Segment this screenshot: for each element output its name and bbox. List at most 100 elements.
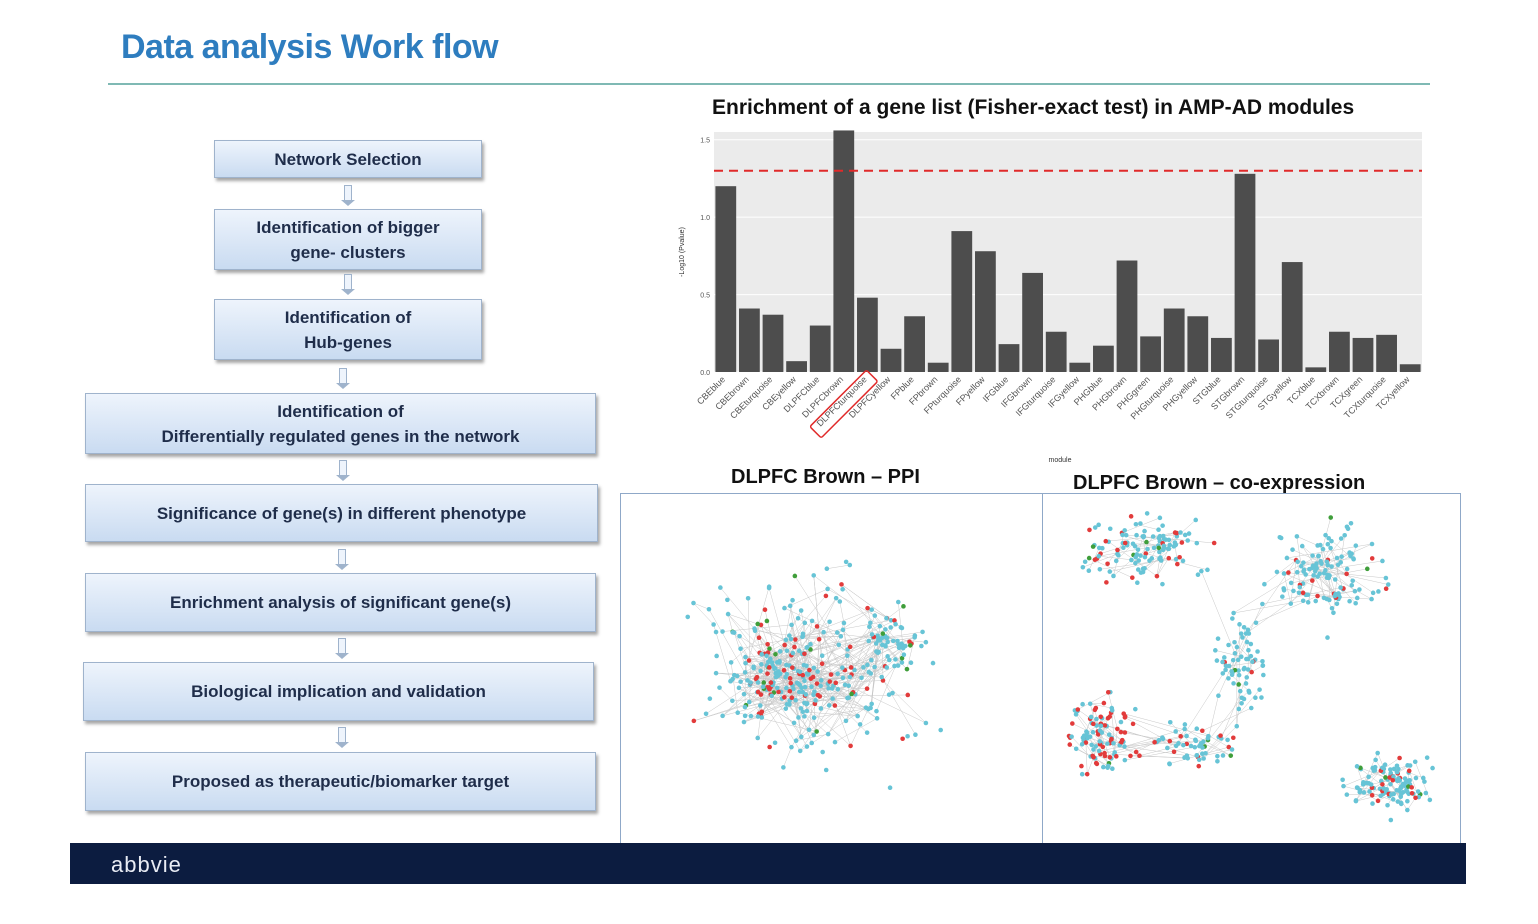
network-edge: [1145, 553, 1208, 571]
bar: [1305, 367, 1327, 372]
network-node: [1328, 545, 1333, 551]
network-node: [1353, 543, 1359, 548]
network-node: [1130, 575, 1135, 580]
network-node: [748, 713, 754, 719]
network-edge: [768, 587, 785, 646]
network-node: [725, 597, 730, 603]
network-node: [1223, 663, 1229, 669]
network-edge: [847, 636, 875, 699]
network-edge: [1134, 532, 1176, 547]
network-node: [1166, 555, 1172, 561]
network-edge: [1142, 548, 1169, 569]
network-node: [823, 593, 829, 599]
network-node: [769, 660, 775, 665]
network-node: [787, 688, 793, 694]
bar: [1376, 334, 1397, 372]
network-node: [788, 636, 794, 642]
network-node: [1215, 758, 1220, 764]
network-node: [1305, 600, 1311, 605]
network-node: [1105, 561, 1110, 567]
network-node: [703, 711, 709, 717]
network-node: [1241, 624, 1247, 630]
network-edge: [737, 675, 785, 698]
network-node: [1103, 538, 1109, 544]
network-node: [1288, 601, 1294, 606]
workflow-step-biological-validation: Biological implication and validation: [83, 662, 594, 721]
network-node: [1398, 800, 1404, 806]
network-node: [1173, 542, 1179, 547]
y-tick-label: 0.0: [700, 370, 710, 377]
network-node: [1347, 598, 1352, 604]
network-node: [899, 660, 905, 665]
network-node: [859, 675, 864, 681]
network-node: [1182, 722, 1188, 727]
network-node: [1380, 558, 1385, 564]
network-node: [802, 684, 808, 690]
network-node: [1407, 778, 1413, 783]
network-node: [1388, 792, 1394, 797]
network-node: [1173, 556, 1179, 562]
network-node: [1247, 690, 1252, 695]
network-node: [1342, 532, 1347, 538]
network-node: [849, 691, 854, 697]
ppi-network-graph: [685, 559, 943, 791]
network-node: [890, 690, 895, 696]
network-node: [1140, 534, 1146, 539]
network-edge: [1090, 716, 1120, 746]
network-edge: [738, 687, 814, 736]
network-edge: [1113, 559, 1132, 577]
network-node: [1353, 600, 1358, 606]
network-node: [872, 613, 878, 618]
down-arrow-icon: [341, 274, 355, 295]
network-node: [1086, 568, 1092, 573]
network-node: [1181, 742, 1186, 748]
network-node: [1329, 564, 1334, 569]
network-node: [1093, 744, 1099, 749]
network-node: [826, 703, 832, 708]
network-node: [1161, 543, 1167, 549]
network-node: [1081, 733, 1087, 739]
network-node: [781, 667, 787, 673]
network-node: [1192, 744, 1198, 750]
network-node: [1262, 581, 1267, 587]
network-node: [1430, 765, 1435, 771]
network-node: [912, 635, 917, 640]
network-node: [720, 629, 725, 634]
network-node: [867, 624, 872, 630]
network-node: [833, 595, 839, 601]
network-node: [883, 643, 888, 648]
network-node: [1160, 581, 1165, 587]
network-node: [1234, 644, 1240, 650]
network-node: [805, 672, 810, 677]
network-node: [1215, 636, 1221, 641]
network-node: [790, 597, 795, 603]
network-node: [895, 663, 901, 668]
network-node: [1245, 667, 1251, 672]
network-node: [1284, 555, 1290, 561]
bar: [809, 325, 831, 372]
network-edge: [1236, 633, 1242, 648]
plot-panel: [714, 132, 1422, 372]
network-node: [1080, 564, 1086, 570]
network-node: [1351, 556, 1356, 561]
network-node: [1080, 701, 1085, 707]
network-node: [1185, 538, 1191, 543]
network-node: [855, 713, 860, 719]
network-node: [1369, 556, 1375, 561]
network-node: [725, 611, 731, 617]
network-node: [1220, 671, 1226, 676]
network-node: [1427, 797, 1433, 803]
network-node: [819, 653, 825, 659]
network-node: [1280, 594, 1285, 599]
network-node: [1325, 572, 1330, 578]
network-node: [754, 674, 760, 680]
network-node: [1171, 749, 1177, 755]
network-node: [737, 633, 742, 639]
network-node: [1196, 763, 1202, 769]
network-node: [802, 714, 807, 719]
network-node: [1339, 554, 1344, 559]
network-node: [798, 706, 804, 711]
network-node: [787, 633, 792, 638]
network-edge: [804, 653, 833, 699]
network-node: [1157, 556, 1162, 562]
